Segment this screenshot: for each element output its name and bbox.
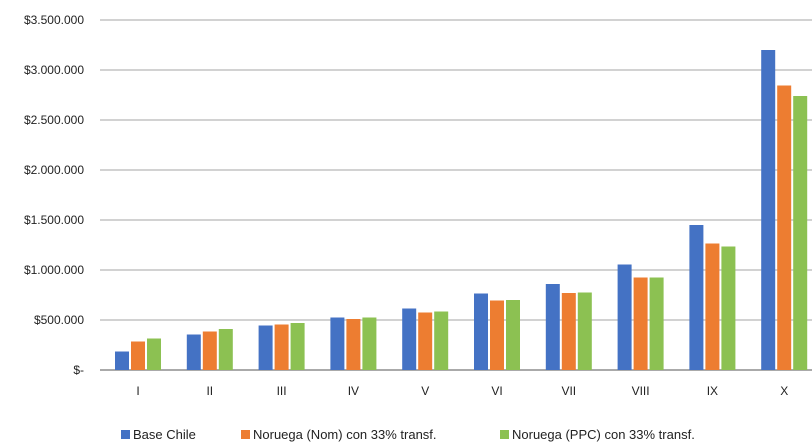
bar-noruega-ppc-IV xyxy=(362,317,377,370)
bar-base-chile-VIII xyxy=(617,264,632,370)
y-tick-label: $- xyxy=(73,363,84,377)
bar-noruega-nom-IX xyxy=(705,243,720,370)
x-tick-label: VI xyxy=(491,384,502,398)
bar-base-chile-X xyxy=(761,50,776,370)
bar-base-chile-IV xyxy=(330,317,345,370)
y-axis-ticks: $- $500.000 $1.000.000 $1.500.000 $2.000.000… xyxy=(24,13,84,377)
y-tick-label: $1.000.000 xyxy=(24,263,84,277)
bar-base-chile-II xyxy=(186,334,201,370)
bar-noruega-nom-VII xyxy=(561,293,576,370)
legend-swatch-noruega-ppc xyxy=(500,430,509,439)
bar-noruega-nom-III xyxy=(274,324,289,370)
bar-base-chile-IX xyxy=(689,225,704,370)
bar-noruega-ppc-II xyxy=(218,329,233,370)
legend-label-noruega-ppc: Noruega (PPC) con 33% transf. xyxy=(512,427,695,442)
legend-item-noruega-nom: Noruega (Nom) con 33% transf. xyxy=(241,427,437,442)
bar-noruega-ppc-VIII xyxy=(649,277,664,370)
bar-base-chile-V xyxy=(402,308,417,370)
legend-swatch-base-chile xyxy=(121,430,130,439)
y-tick-label: $2.500.000 xyxy=(24,113,84,127)
y-tick-label: $1.500.000 xyxy=(24,213,84,227)
x-tick-label: VII xyxy=(561,384,576,398)
legend-item-noruega-ppc: Noruega (PPC) con 33% transf. xyxy=(500,427,695,442)
legend-label-noruega-nom: Noruega (Nom) con 33% transf. xyxy=(253,427,437,442)
bar-noruega-nom-VIII xyxy=(633,277,648,370)
bar-noruega-ppc-IX xyxy=(721,246,736,370)
x-tick-label: I xyxy=(136,384,139,398)
y-tick-label: $3.000.000 xyxy=(24,63,84,77)
x-tick-label: X xyxy=(780,384,788,398)
bar-base-chile-VI xyxy=(474,293,488,370)
bar-base-chile-I xyxy=(115,351,129,370)
bar-base-chile-III xyxy=(258,325,273,370)
x-axis-ticks: I II III IV V VI VII VIII IX X xyxy=(136,384,788,398)
bar-noruega-nom-I xyxy=(131,341,145,370)
legend: Base Chile Noruega (Nom) con 33% transf.… xyxy=(0,427,812,445)
x-tick-label: IX xyxy=(707,384,718,398)
x-tick-label: III xyxy=(277,384,287,398)
x-tick-label: IV xyxy=(348,384,359,398)
bar-noruega-ppc-X xyxy=(793,96,808,370)
bar-noruega-ppc-III xyxy=(290,323,305,370)
bar-noruega-nom-V xyxy=(418,312,433,370)
y-tick-label: $500.000 xyxy=(34,313,84,327)
gridlines xyxy=(100,19,812,371)
bars xyxy=(115,50,808,370)
bar-noruega-ppc-I xyxy=(147,338,161,370)
bar-noruega-ppc-V xyxy=(434,311,449,370)
x-tick-label: II xyxy=(206,384,213,398)
y-tick-label: $3.500.000 xyxy=(24,13,84,27)
bar-noruega-nom-IV xyxy=(346,319,361,370)
legend-label-base-chile: Base Chile xyxy=(133,427,196,442)
y-tick-label: $2.000.000 xyxy=(24,163,84,177)
bar-noruega-ppc-VI xyxy=(506,300,520,370)
bar-base-chile-VII xyxy=(545,284,560,370)
bar-noruega-nom-II xyxy=(202,331,217,370)
legend-swatch-noruega-nom xyxy=(241,430,250,439)
x-tick-label: VIII xyxy=(632,384,650,398)
bar-noruega-ppc-VII xyxy=(577,292,592,370)
x-tick-label: V xyxy=(421,384,429,398)
bar-noruega-nom-VI xyxy=(490,300,504,370)
bar-noruega-nom-X xyxy=(777,85,792,370)
legend-item-base-chile: Base Chile xyxy=(121,427,196,442)
